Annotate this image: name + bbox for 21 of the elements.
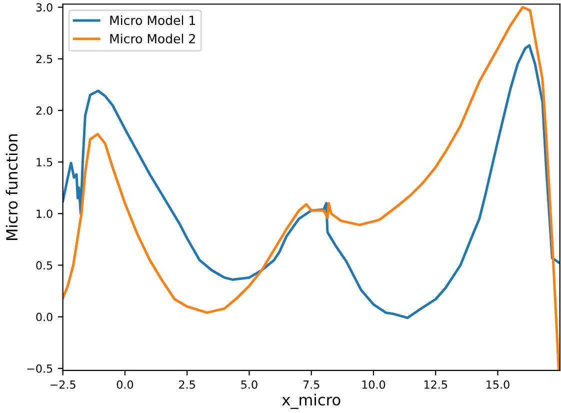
- x-tick-label: 5.0: [241, 380, 258, 389]
- x-axis-title: x_micro: [282, 394, 340, 409]
- legend-label: Micro Model 2: [110, 34, 195, 44]
- y-tick-label: 0.0: [36, 312, 52, 322]
- y-axis-title: Micro function: [6, 134, 18, 240]
- x-tick-label: 15.0: [486, 380, 510, 389]
- x-tick-label: 0.0: [116, 380, 134, 389]
- y-tick-label: 2.5: [36, 54, 52, 64]
- x-tick-label: −2.5: [50, 380, 76, 389]
- y-tick-label: 3.0: [36, 3, 52, 12]
- legend-label: Micro Model 1: [110, 15, 195, 26]
- x-tick-label: 2.5: [179, 380, 195, 389]
- y-tick-label: 0.5: [36, 261, 52, 270]
- x-tick-label: 7.5: [303, 380, 320, 389]
- y-tick-label: 1.0: [36, 210, 52, 218]
- x-tick-label: 12.5: [424, 380, 448, 389]
- line-series: [62, 44, 560, 320]
- x-tick-label: 10.0: [362, 380, 386, 389]
- y-tick-label: 2.0: [36, 106, 52, 115]
- y-tick-label: −0.5: [27, 364, 52, 373]
- y-tick-label: 1.5: [36, 158, 52, 166]
